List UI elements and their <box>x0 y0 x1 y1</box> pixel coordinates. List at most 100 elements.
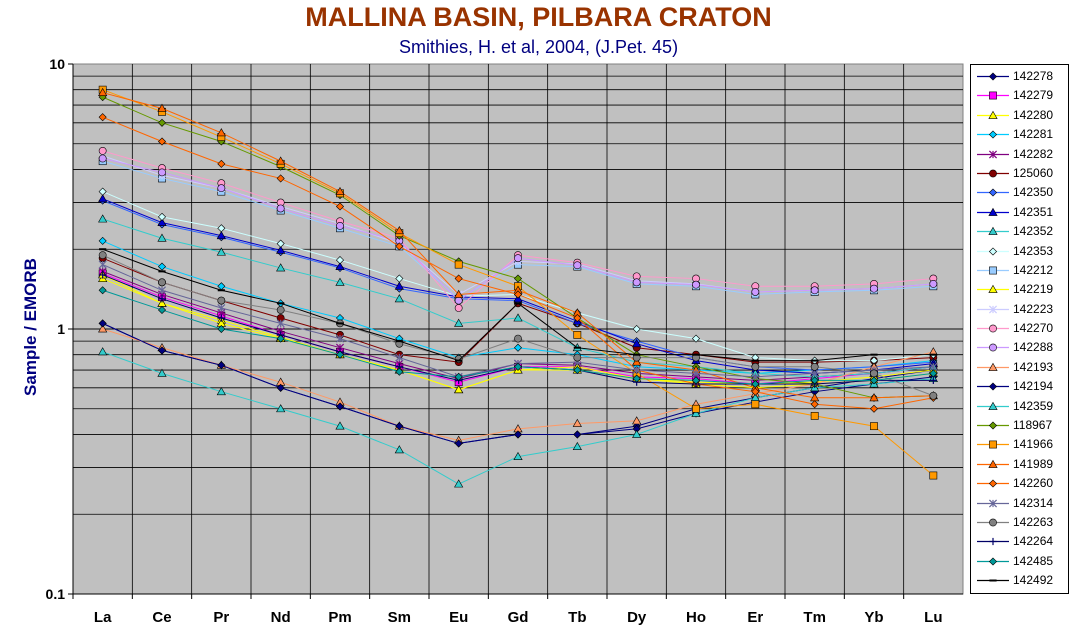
data-point <box>157 217 167 227</box>
data-point <box>98 187 107 196</box>
legend-item: 142223 <box>971 300 1068 319</box>
data-point <box>988 285 998 294</box>
x-tick-label: Eu <box>449 609 468 626</box>
data-point <box>98 236 107 245</box>
data-point <box>216 128 226 137</box>
data-point <box>632 374 641 383</box>
data-point <box>335 261 345 270</box>
data-point <box>988 459 998 468</box>
data-point <box>691 408 701 417</box>
legend-swatch <box>977 518 1009 527</box>
legend-swatch <box>977 557 1009 566</box>
legend-label: 125060 <box>1013 165 1054 180</box>
data-point <box>988 382 998 391</box>
legend-label: 142281 <box>1013 127 1054 142</box>
legend-item: 141966 <box>971 435 1068 454</box>
data-point <box>98 324 108 333</box>
data-point <box>929 391 938 400</box>
legend-item: 142193 <box>971 358 1068 377</box>
data-point <box>989 169 997 178</box>
data-point <box>276 156 286 165</box>
legend-item: 142288 <box>971 338 1068 357</box>
data-point <box>217 159 226 168</box>
data-point <box>869 393 879 402</box>
legend-swatch <box>977 479 1009 488</box>
data-point <box>217 361 226 370</box>
data-point <box>395 422 404 431</box>
data-point <box>751 387 760 396</box>
legend-swatch <box>977 246 1009 256</box>
legend-label: 142282 <box>1013 146 1054 161</box>
data-point <box>513 362 523 371</box>
data-point <box>988 110 998 119</box>
legend-label: 142279 <box>1013 88 1054 103</box>
data-point <box>98 347 108 356</box>
data-point <box>158 295 166 303</box>
data-point <box>988 188 998 197</box>
legend-label: 142193 <box>1013 359 1054 374</box>
data-point <box>454 296 463 305</box>
legend-label: 141966 <box>1013 437 1054 452</box>
data-point <box>988 246 998 256</box>
data-point <box>217 314 225 322</box>
legend-item: 142264 <box>971 532 1068 551</box>
data-point <box>988 499 998 508</box>
data-point <box>572 418 582 427</box>
legend-label: 142212 <box>1013 262 1054 277</box>
data-point <box>869 404 879 413</box>
data-point <box>989 441 997 449</box>
legend-swatch <box>977 266 1009 275</box>
data-point <box>394 225 404 235</box>
series-142359 <box>98 347 938 488</box>
data-point <box>216 386 226 396</box>
legend-swatch <box>977 188 1009 197</box>
data-point <box>395 274 404 283</box>
data-point <box>98 251 107 260</box>
data-point <box>335 186 345 195</box>
data-point <box>573 430 582 439</box>
legend-swatch <box>977 207 1009 216</box>
data-point <box>454 304 463 312</box>
legend-item: 142359 <box>971 397 1068 416</box>
legend-swatch <box>977 421 1009 430</box>
legend-item: 142282 <box>971 145 1068 164</box>
series-142263 <box>98 251 938 400</box>
data-point <box>691 369 701 378</box>
y-tick-label: 0.1 <box>46 586 66 602</box>
data-point <box>98 146 107 155</box>
data-point <box>513 290 523 299</box>
data-point <box>217 184 226 193</box>
data-point <box>692 404 700 413</box>
legend-label: 142194 <box>1013 379 1054 394</box>
data-point <box>513 430 523 439</box>
data-point <box>98 286 107 295</box>
legend-label: 142264 <box>1013 534 1054 549</box>
legend-item: 142263 <box>971 513 1068 532</box>
data-point <box>632 278 641 287</box>
series-142288 <box>98 154 938 305</box>
legend-label: 142223 <box>1013 301 1054 316</box>
legend-label: 118967 <box>1013 418 1053 433</box>
data-point <box>573 353 582 362</box>
data-point <box>632 366 641 375</box>
data-point <box>691 376 701 385</box>
data-point <box>336 221 344 230</box>
data-point <box>810 369 819 378</box>
data-point <box>810 411 819 420</box>
x-tick-label: Pm <box>328 609 351 626</box>
legend-label: 142352 <box>1013 224 1054 239</box>
data-point <box>276 383 285 392</box>
chart-subtitle: Smithies, H. et al, 2004, (J.Pet. 45) <box>398 37 679 57</box>
data-point <box>454 289 464 298</box>
data-point <box>335 350 345 359</box>
data-point <box>692 280 700 289</box>
data-point <box>394 281 404 290</box>
data-point <box>98 113 107 122</box>
data-point <box>157 346 167 355</box>
data-point <box>157 305 167 314</box>
data-point <box>751 372 760 381</box>
data-point <box>276 239 285 248</box>
x-tick-label: Sm <box>388 609 411 626</box>
legend-swatch <box>977 344 1009 352</box>
legend-label: 142359 <box>1013 398 1054 413</box>
